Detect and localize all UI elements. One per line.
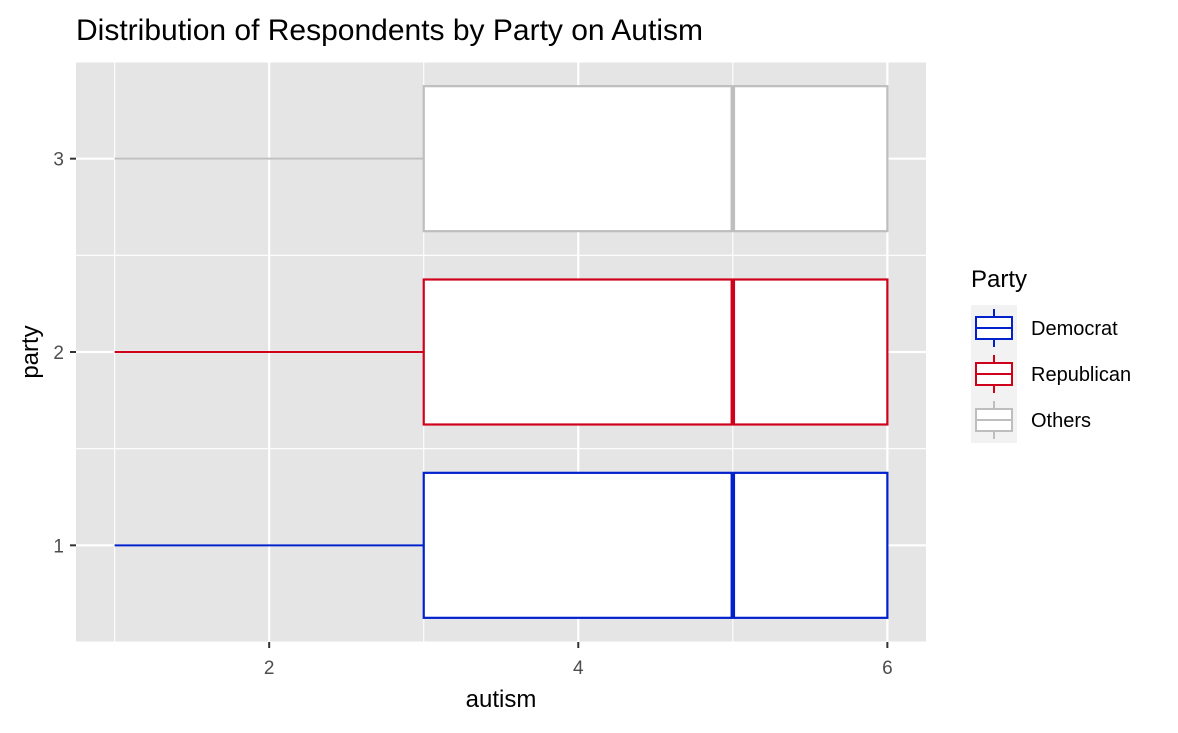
x-axis: 2 4 6 [264,642,893,679]
box-body [422,85,889,233]
chart-title: Distribution of Respondents by Party on … [76,14,703,47]
box-body [422,471,889,619]
box-democrat [114,471,889,619]
boxes [114,85,889,619]
legend-title: Party [971,266,1027,293]
x-tick-label: 4 [573,658,584,679]
legend-item-democrat: Democrat [971,305,1118,351]
y-tick-label: 3 [53,150,64,171]
legend-label: Republican [1031,364,1131,386]
legend-label: Others [1031,410,1091,432]
y-tick-label: 2 [53,343,64,364]
x-tick-label: 2 [264,658,275,679]
legend-item-others: Others [971,397,1091,443]
legend: Party Democrat Republican Others [971,266,1131,443]
legend-item-republican: Republican [971,351,1131,397]
box-others [114,85,889,233]
y-axis: 1 2 3 [53,150,76,557]
y-axis-label: party [17,325,44,378]
legend-items: Democrat Republican Others [971,305,1131,443]
legend-label: Democrat [1031,318,1118,340]
x-axis-label: autism [466,686,537,713]
x-tick-label: 6 [882,658,893,679]
box-body [422,278,889,426]
box-republican [114,278,889,426]
y-tick-label: 1 [53,536,64,557]
